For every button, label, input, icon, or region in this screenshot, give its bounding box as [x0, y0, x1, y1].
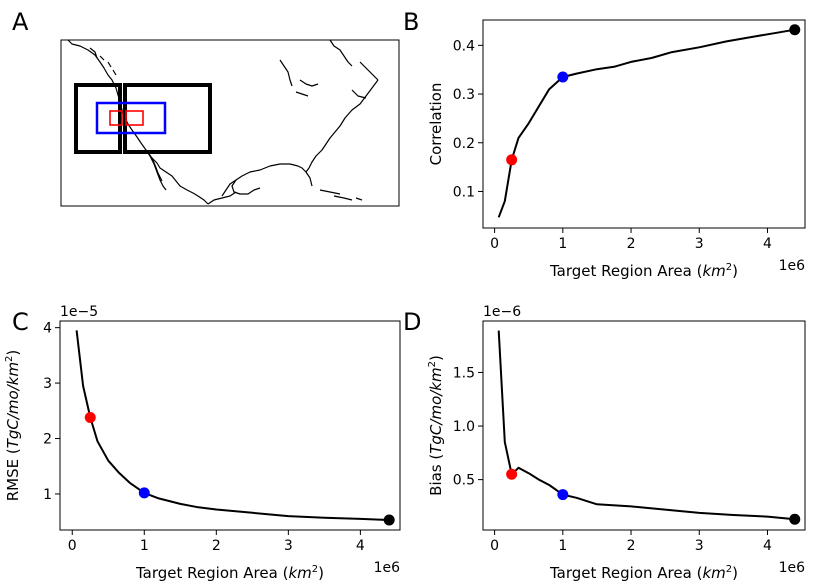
y-tick-label: 3: [43, 376, 52, 392]
panel-b: B 0 1 2 3 4 0.1 0.2 0.3 0.4 Target Region Area (km…: [403, 8, 806, 280]
y-axis-label: RMSE (TgC/mo/km2​): [4, 350, 22, 502]
y-tick-label: 0.5: [453, 473, 475, 489]
y-tick-label: 0.2: [453, 136, 475, 152]
marker-black: [789, 24, 801, 36]
x-tick-label: 4: [763, 538, 772, 554]
x-tick-label: 2: [627, 538, 636, 554]
panel-label-a: A: [12, 8, 29, 36]
x-tick-label: 4: [356, 538, 365, 554]
x-offset-label: 1e6: [779, 560, 806, 576]
x-tick-label: 2: [212, 538, 221, 554]
x-tick-label: 2: [627, 236, 636, 252]
y-tick-label: 1.5: [453, 365, 475, 381]
x-tick-label: 4: [763, 236, 772, 252]
marker-red: [506, 468, 518, 480]
x-tick-label: 1: [140, 538, 149, 554]
x-tick-label: 0: [490, 236, 499, 252]
x-axis-label: Target Region Area (km2​): [549, 564, 738, 582]
y-tick-label: 1.0: [453, 419, 475, 435]
series-line: [497, 330, 795, 521]
x-axis-label: Target Region Area (km2​): [549, 262, 738, 280]
x-tick-label: 0: [490, 538, 499, 554]
marker-blue: [138, 487, 150, 499]
marker-black: [789, 513, 801, 525]
x-tick-label: 3: [695, 538, 704, 554]
y-tick-label: 0.3: [453, 87, 475, 103]
panel-label-d: D: [403, 308, 421, 336]
region-medium: [95, 101, 167, 135]
marker-black: [383, 514, 395, 526]
panel-label-c: C: [12, 308, 29, 336]
panel-label-b: B: [403, 8, 419, 36]
marker-red: [84, 411, 96, 423]
x-tick-label: 1: [558, 538, 567, 554]
region-large-west: [74, 83, 122, 154]
panel-c: C 0 1 2 3 4 1 2 3 4 Target Region Area (km2​) RMSE …: [4, 304, 401, 582]
x-offset-label: 1e6: [374, 560, 401, 576]
y-offset-label: 1e−6: [483, 304, 521, 320]
y-axis-label: Correlation: [427, 83, 445, 166]
region-small-east: [125, 110, 144, 126]
x-tick-label: 3: [695, 236, 704, 252]
series-line: [497, 28, 795, 218]
y-axis-label: Bias (TgC/mo/km2​): [427, 355, 445, 496]
panel-d: D 0 1 2 3 4 0.5 1.0 1.5 Target Region Area (km2​)…: [403, 304, 806, 582]
marker-blue: [557, 489, 569, 501]
x-tick-label: 0: [68, 538, 77, 554]
plot-frame: [482, 320, 806, 531]
panel-a: A: [12, 8, 400, 207]
map-frame: [60, 39, 400, 207]
y-tick-label: 1: [43, 487, 52, 503]
y-tick-label: 0.4: [453, 38, 475, 54]
y-tick-label: 4: [43, 321, 52, 337]
x-tick-label: 3: [284, 538, 293, 554]
coastline: [67, 39, 379, 205]
x-tick-label: 1: [558, 236, 567, 252]
region-small-west: [109, 110, 123, 126]
y-tick-label: 2: [43, 432, 52, 448]
plot-frame: [59, 320, 401, 531]
x-axis-label: Target Region Area (km2​): [135, 564, 324, 582]
target-regions: [74, 83, 212, 154]
x-offset-label: 1e6: [779, 258, 806, 274]
y-offset-label: 1e−5: [60, 304, 98, 320]
region-large-east: [123, 83, 212, 154]
marker-red: [506, 154, 518, 166]
marker-blue: [557, 71, 569, 83]
plot-frame: [482, 19, 806, 229]
y-tick-label: 0.1: [453, 184, 475, 200]
series-line: [75, 330, 390, 521]
